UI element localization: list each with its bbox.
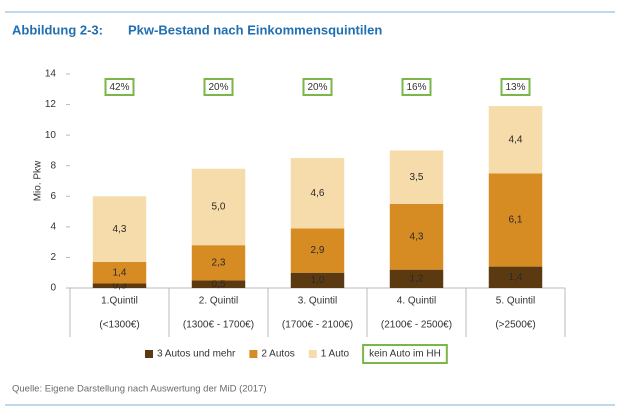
- share-label: 42%: [109, 82, 129, 93]
- chart-title: Pkw-Bestand nach Einkommensquintilen: [128, 22, 382, 37]
- data-label: 1,0: [311, 275, 325, 286]
- data-label: 4,3: [113, 224, 127, 235]
- share-label: 20%: [208, 82, 228, 93]
- y-tick-label: 6: [50, 191, 56, 202]
- share-box: [401, 78, 432, 96]
- share-box: [203, 78, 234, 96]
- data-label: 6,1: [509, 215, 523, 226]
- share-label: 20%: [307, 82, 327, 93]
- bar-segment: [488, 106, 543, 174]
- data-label: 5,0: [212, 202, 226, 213]
- x-tick-sublabel: (2100€ - 2500€): [381, 320, 452, 331]
- data-label: 0,5: [212, 279, 226, 290]
- y-tick-label: 2: [50, 252, 56, 263]
- x-tick-sublabel: (<1300€): [99, 320, 139, 331]
- y-tick-label: 12: [45, 99, 57, 110]
- y-tick-label: 14: [45, 69, 57, 80]
- bar-segment: [488, 173, 543, 267]
- bar-segment: [290, 158, 345, 229]
- share-label: 16%: [406, 82, 426, 93]
- bar-segment: [389, 203, 444, 270]
- data-label: 1,4: [113, 267, 127, 278]
- bar-segment: [191, 168, 246, 246]
- data-label: 3,5: [410, 172, 424, 183]
- legend-swatch: [308, 350, 317, 358]
- x-tick-label: 2. Quintil: [199, 296, 238, 307]
- x-tick-sublabel: (>2500€): [495, 320, 535, 331]
- legend-swatch: [145, 350, 153, 358]
- x-tick-sublabel: (1300€ - 1700€): [183, 320, 254, 331]
- legend-label: 1 Auto: [321, 349, 350, 360]
- x-tick-label: 4. Quintil: [397, 296, 436, 307]
- source: Quelle: Eigene Darstellung nach Auswertu…: [12, 384, 267, 395]
- legend-label: kein Auto im HH: [369, 349, 441, 360]
- bar-segment: [92, 196, 147, 263]
- share-label: 13%: [505, 82, 525, 93]
- x-tick-label: 5. Quintil: [496, 296, 535, 307]
- x-tick-label: 1.Quintil: [101, 296, 138, 307]
- bar-segment: [389, 150, 444, 204]
- data-label: 2,9: [311, 245, 325, 256]
- bar-segment: [92, 283, 147, 288]
- figure-label: Abbildung 2-3:: [12, 22, 103, 37]
- bar-segment: [92, 262, 147, 284]
- data-label: 4,6: [311, 188, 325, 199]
- data-label: 4,3: [410, 231, 424, 242]
- x-tick-sublabel: (1700€ - 2100€): [282, 320, 353, 331]
- y-tick-label: 0: [50, 283, 56, 294]
- legend-label: 3 Autos und mehr: [157, 349, 236, 360]
- legend-swatch: [249, 350, 258, 358]
- bar-segment: [290, 228, 345, 273]
- bar-segment: [488, 266, 543, 288]
- share-box: [302, 78, 333, 96]
- y-tick-label: 10: [45, 130, 57, 141]
- y-axis-label: Mio. Pkw: [33, 160, 44, 201]
- data-label: 0,3: [113, 280, 127, 291]
- data-label: 1,2: [410, 273, 424, 284]
- bar-segment: [191, 245, 246, 281]
- bar-segment: [389, 269, 444, 288]
- legend-box: [362, 344, 448, 364]
- bar-segment: [290, 272, 345, 288]
- x-tick-label: 3. Quintil: [298, 296, 337, 307]
- bar-segment: [191, 280, 246, 288]
- data-label: 1,4: [509, 272, 523, 283]
- data-label: 2,3: [212, 257, 226, 268]
- share-box: [500, 78, 531, 96]
- data-label: 4,4: [509, 134, 523, 145]
- legend-label: 2 Autos: [261, 349, 294, 360]
- y-tick-label: 8: [50, 160, 56, 171]
- share-box: [104, 78, 135, 96]
- y-tick-label: 4: [50, 221, 56, 232]
